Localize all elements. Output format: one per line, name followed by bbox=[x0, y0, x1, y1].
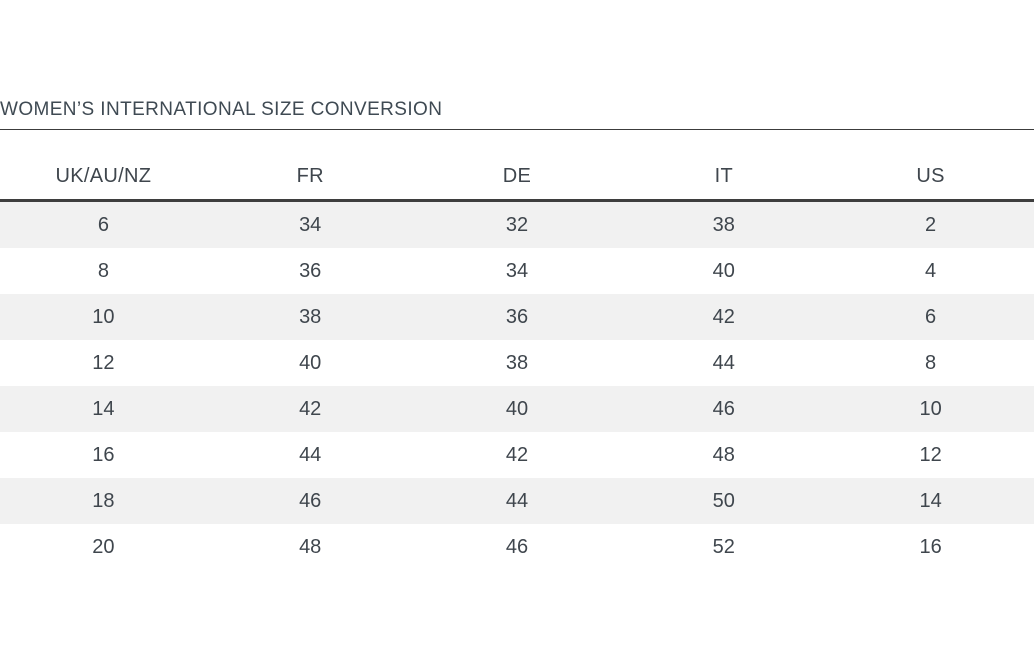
size-conversion-page: WOMEN’S INTERNATIONAL SIZE CONVERSION UK… bbox=[0, 99, 1034, 570]
column-header-row: UK/AU/NZ FR DE IT US bbox=[0, 130, 1034, 201]
table-cell: 48 bbox=[712, 443, 735, 466]
table-cell: 8 bbox=[97, 259, 109, 282]
table-cell: 52 bbox=[712, 535, 735, 558]
column-header: IT bbox=[714, 165, 733, 187]
table-cell: 46 bbox=[505, 535, 529, 558]
table-cell: 44 bbox=[505, 489, 529, 512]
table-row: 14 42 40 46 10 bbox=[0, 386, 1034, 432]
size-conversion-table: UK/AU/NZ FR DE IT US 6 34 32 38 2 8 36 34 40 4 10 38 36 4… bbox=[0, 130, 1034, 570]
table-cell: 14 bbox=[919, 489, 942, 512]
table-cell: 16 bbox=[92, 443, 115, 466]
table-cell: 46 bbox=[299, 489, 322, 512]
column-header: DE bbox=[502, 165, 532, 187]
page-title: WOMEN’S INTERNATIONAL SIZE CONVERSION bbox=[0, 99, 1034, 130]
table-body: 6 34 32 38 2 8 36 34 40 4 10 38 36 42 6 12 40 38 44 8 14 42 40… bbox=[0, 200, 1034, 570]
table-row: 8 36 34 40 4 bbox=[0, 248, 1034, 294]
table-cell: 46 bbox=[712, 397, 735, 420]
table-cell: 38 bbox=[299, 305, 322, 328]
table-cell: 50 bbox=[712, 489, 735, 512]
table-cell: 6 bbox=[925, 305, 937, 328]
table-cell: 20 bbox=[92, 535, 115, 558]
table-cell: 12 bbox=[92, 351, 115, 374]
table-cell: 32 bbox=[505, 213, 529, 236]
table-cell: 12 bbox=[919, 443, 942, 466]
table-cell: 10 bbox=[92, 305, 115, 328]
table-cell: 4 bbox=[925, 259, 937, 282]
table-row: 6 34 32 38 2 bbox=[0, 200, 1034, 248]
table-row: 12 40 38 44 8 bbox=[0, 340, 1034, 386]
column-header: UK/AU/NZ bbox=[55, 165, 152, 187]
table-cell: 40 bbox=[505, 397, 529, 420]
table-cell: 2 bbox=[925, 213, 937, 236]
table-cell: 44 bbox=[299, 443, 322, 466]
table-cell: 8 bbox=[925, 351, 937, 374]
table-header: UK/AU/NZ FR DE IT US bbox=[0, 130, 1034, 201]
column-header: FR bbox=[296, 165, 324, 187]
table-row: 16 44 42 48 12 bbox=[0, 432, 1034, 478]
table-cell: 18 bbox=[92, 489, 115, 512]
table-cell: 10 bbox=[919, 397, 942, 420]
table-cell: 42 bbox=[299, 397, 322, 420]
table-cell: 42 bbox=[712, 305, 735, 328]
table-cell: 36 bbox=[299, 259, 322, 282]
table-cell: 38 bbox=[712, 213, 735, 236]
table-row: 18 46 44 50 14 bbox=[0, 478, 1034, 524]
table-cell: 42 bbox=[505, 443, 529, 466]
table-cell: 16 bbox=[919, 535, 942, 558]
table-cell: 36 bbox=[505, 305, 529, 328]
table-cell: 40 bbox=[712, 259, 735, 282]
table-cell: 34 bbox=[505, 259, 529, 282]
table-cell: 34 bbox=[299, 213, 322, 236]
column-header: US bbox=[916, 165, 945, 187]
table-row: 10 38 36 42 6 bbox=[0, 294, 1034, 340]
table-row: 20 48 46 52 16 bbox=[0, 524, 1034, 570]
table-cell: 48 bbox=[299, 535, 322, 558]
table-cell: 40 bbox=[299, 351, 322, 374]
table-cell: 14 bbox=[92, 397, 115, 420]
table-cell: 38 bbox=[505, 351, 529, 374]
table-cell: 6 bbox=[97, 213, 109, 236]
table-cell: 44 bbox=[712, 351, 735, 374]
